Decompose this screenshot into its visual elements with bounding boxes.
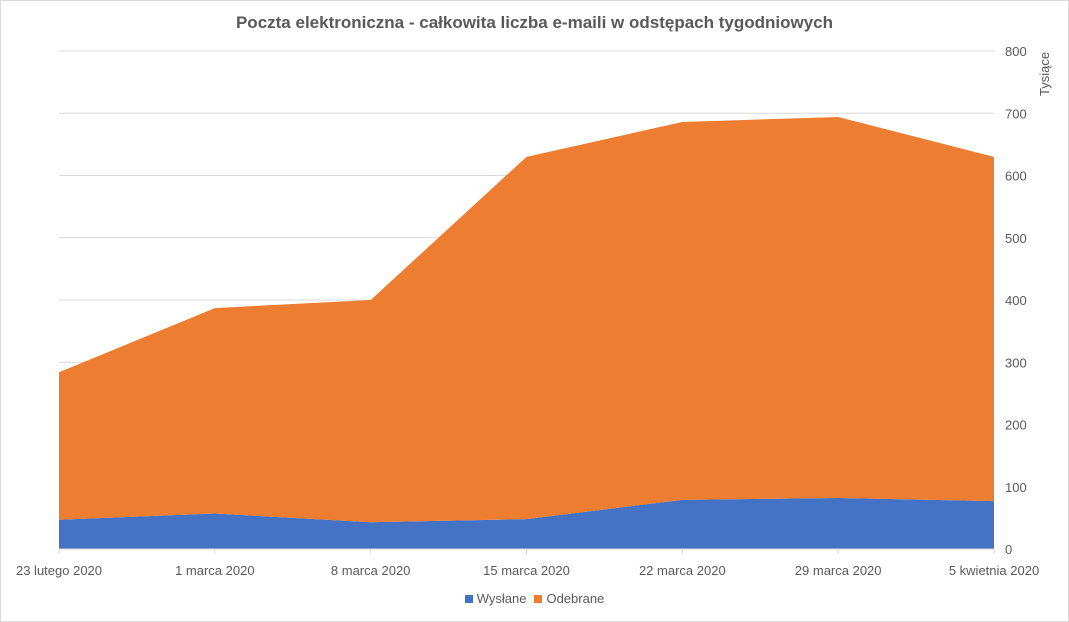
y-tick-label: 600 [1005, 169, 1027, 184]
area-odebrane [59, 116, 994, 523]
legend-swatch [464, 595, 473, 603]
legend: Wysłane Odebrane [0, 591, 1069, 606]
y-tick-label: 400 [1005, 293, 1027, 308]
x-tick-label: 22 marca 2020 [639, 563, 726, 578]
y-tick-label: 300 [1005, 355, 1027, 370]
y-axis-label: Tysiące [1037, 52, 1052, 96]
y-tick-label: 700 [1005, 106, 1027, 121]
x-tick-label: 29 marca 2020 [795, 563, 882, 578]
x-tick-label: 23 lutego 2020 [16, 563, 102, 578]
legend-label: Wysłane [476, 591, 527, 606]
chart-title: Poczta elektroniczna - całkowita liczba … [235, 13, 834, 32]
x-tick-label: 15 marca 2020 [483, 563, 570, 578]
x-tick-label: 8 marca 2020 [331, 563, 411, 578]
x-tick-label: 1 marca 2020 [175, 563, 255, 578]
legend-item: Wysłane [464, 591, 527, 606]
y-tick-label: 0 [1005, 542, 1012, 557]
legend-label: Odebrane [546, 591, 605, 606]
legend-item: Odebrane [534, 591, 604, 606]
x-tick-label: 5 kwietnia 2020 [949, 563, 1039, 578]
y-tick-label: 100 [1005, 480, 1027, 495]
area-wyslane [59, 497, 994, 549]
y-tick-label: 200 [1005, 418, 1027, 433]
legend-swatch [534, 595, 543, 603]
y-tick-label: 500 [1005, 231, 1027, 246]
y-tick-label: 800 [1005, 44, 1027, 59]
